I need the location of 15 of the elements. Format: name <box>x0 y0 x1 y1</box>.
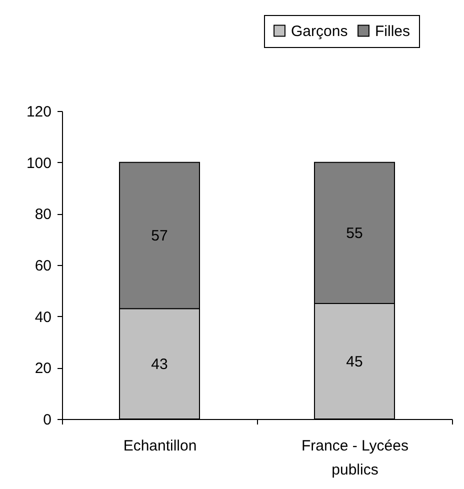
data-label: 45 <box>346 353 363 370</box>
y-tick-label: 120 <box>26 104 52 120</box>
data-label: 55 <box>346 224 363 242</box>
data-label: 57 <box>151 227 168 244</box>
y-tick-label: 0 <box>43 412 52 428</box>
y-tick-label: 100 <box>26 154 52 172</box>
legend-label: Garçons <box>291 22 348 40</box>
y-tick-label: 60 <box>34 258 52 274</box>
x-tick-label: France - Lycées publics <box>302 438 408 478</box>
legend-label: Filles <box>375 22 410 40</box>
x-tick-label: Echantillon <box>123 438 197 454</box>
y-tick-label: 20 <box>34 360 52 378</box>
y-tick-label: 80 <box>34 206 52 224</box>
data-label: 43 <box>151 356 168 373</box>
y-tick-label: 40 <box>34 308 52 326</box>
